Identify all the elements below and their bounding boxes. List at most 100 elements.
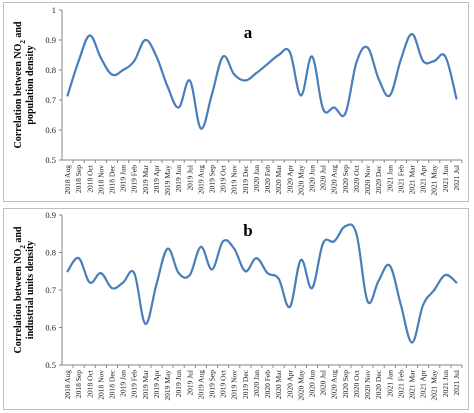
x-tick-label: 2018 Sep	[74, 165, 83, 193]
x-tick-label: 2019 Jun	[174, 370, 183, 398]
chart-a: 0.5 0.6 0.7 0.8 0.9 1 2018 Aug 2018 Sep 2018 Oct…	[13, 5, 463, 196]
y-tick-label: 0.6	[45, 125, 56, 135]
data-point	[210, 92, 214, 96]
data-point	[255, 71, 258, 75]
data-point	[444, 273, 447, 277]
data-point	[344, 225, 347, 228]
chart-panel-b	[3, 208, 469, 410]
data-point	[110, 73, 114, 76]
data-point	[277, 53, 280, 57]
data-point	[422, 59, 425, 63]
data-point	[355, 232, 358, 235]
x-tick-label: 2019 Sep	[208, 165, 217, 193]
x-tick-label: 2020 Sep	[341, 370, 350, 398]
x-tick-label: 2020 Mar	[274, 165, 283, 195]
x-tick-label: 2021 Jul	[452, 165, 461, 191]
x-tick-label: 2019 Jan	[119, 370, 128, 397]
x-tick-label: 2019 Dec	[241, 164, 250, 194]
x-tick-label: 2021 Feb	[396, 165, 405, 193]
data-point	[166, 247, 169, 250]
y-axis-label: Correlation between NO2 andindustrial un…	[13, 226, 36, 353]
data-point	[322, 242, 325, 245]
data-point	[244, 270, 247, 273]
x-tick-label: 2019 Aug	[196, 165, 205, 195]
data-point	[99, 56, 102, 60]
data-point	[222, 55, 225, 58]
data-point	[455, 97, 458, 100]
data-point	[399, 58, 402, 61]
data-point	[255, 257, 258, 260]
x-tick-label: 2018 Dec	[108, 164, 117, 194]
data-point	[233, 73, 236, 76]
data-point	[233, 247, 236, 250]
x-tick-label: 2018 Oct	[85, 369, 94, 398]
data-point	[377, 279, 380, 282]
x-tick-label: 2018 Dec	[108, 369, 117, 399]
x-tick-label: 2021 Jan	[385, 165, 394, 192]
x-tick-label: 2020 Oct	[352, 164, 361, 193]
subscript: 2	[19, 245, 27, 249]
data-point	[188, 79, 191, 82]
y-tick-label: 0.7	[45, 285, 56, 295]
data-point	[344, 112, 347, 115]
chart-panel-a	[3, 2, 469, 202]
x-tick-label: 2020 Feb	[263, 370, 272, 398]
data-point	[288, 305, 291, 308]
data-point	[266, 272, 269, 275]
x-tick-label: 2020 Nov	[363, 370, 372, 400]
data-point	[366, 300, 369, 303]
x-tick-label: 2018 Nov	[96, 165, 105, 195]
data-point	[299, 94, 302, 97]
data-point	[399, 303, 402, 307]
x-tick-label: 2020 Apr	[285, 164, 294, 193]
x-tick-label: 2020 Oct	[352, 369, 361, 398]
x-tick-label: 2020 Jun	[308, 165, 317, 193]
x-tick-label: 2021 Mar	[408, 165, 417, 195]
data-point	[166, 85, 169, 88]
x-tick-label: 2020 Dec	[374, 369, 383, 399]
data-point	[333, 106, 336, 109]
x-tick-label: 2018 Aug	[63, 165, 72, 195]
x-tick-label: 2018 Aug	[63, 370, 72, 400]
panel-label: b	[243, 221, 252, 240]
x-tick-label: 2018 Sep	[74, 370, 83, 398]
panel-label: a	[244, 23, 253, 42]
y-axis-label-line1: Correlation between NO2 and	[13, 226, 27, 353]
data-point	[310, 55, 314, 58]
x-tick-label: 2019 Dec	[241, 369, 250, 399]
data-point	[133, 272, 136, 275]
x-tick-label: 2020 Feb	[263, 165, 272, 193]
data-point	[177, 106, 180, 109]
x-tick-label: 2020 Aug	[330, 165, 339, 195]
x-tick-label: 2020 Jun	[308, 370, 317, 398]
y-tick-label: 0.8	[45, 65, 56, 75]
data-point	[410, 341, 414, 344]
x-tick-label: 2021 Apr	[419, 369, 428, 398]
data-point	[355, 61, 358, 64]
x-tick-label: 2021 Jul	[452, 370, 461, 396]
x-tick-label: 2021 Feb	[396, 370, 405, 398]
data-point	[455, 281, 458, 284]
x-tick-label: 2021 Mar	[408, 370, 417, 400]
x-tick-label: 2019 Jul	[185, 165, 194, 191]
x-tick-label: 2018 Nov	[96, 370, 105, 400]
data-point	[110, 287, 114, 290]
data-point	[66, 270, 69, 273]
data-point	[288, 50, 291, 54]
x-tick-label: 2019 Aug	[196, 370, 205, 400]
data-point	[266, 62, 269, 66]
y-tick-label: 1	[52, 5, 56, 15]
y-axis-label-line1: Correlation between NO2 and	[13, 21, 27, 148]
data-point	[277, 277, 280, 280]
data-point	[122, 68, 125, 72]
series-line	[66, 223, 458, 344]
y-axis-label-line2: industrial units density	[25, 241, 36, 339]
x-tick-label: 2019 Jan	[119, 165, 128, 192]
data-point	[99, 272, 102, 275]
data-point	[210, 268, 214, 271]
data-point	[433, 288, 436, 292]
data-point	[144, 322, 147, 325]
x-tick-label: 2019 Jul	[185, 370, 194, 396]
